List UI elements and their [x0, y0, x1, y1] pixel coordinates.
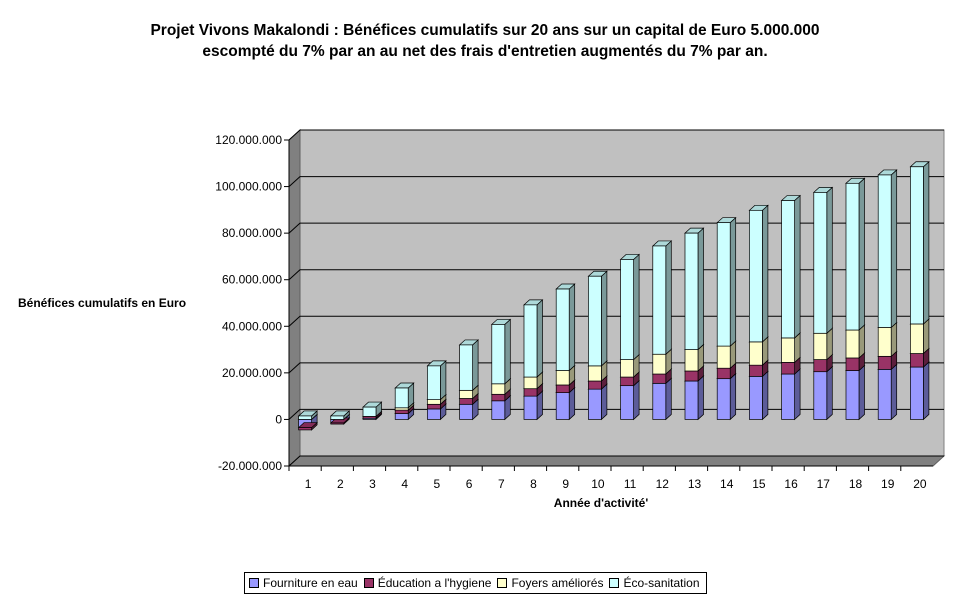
- bar-segment: [716, 372, 737, 421]
- bar-segment: [651, 240, 673, 356]
- x-tick-label: 4: [401, 477, 408, 491]
- bar-segment: [877, 169, 898, 329]
- legend-label: Fourniture en eau: [263, 576, 358, 590]
- bar-segment: [458, 339, 480, 392]
- x-tick-label: 7: [498, 477, 505, 491]
- x-tick-label: 3: [369, 477, 376, 491]
- y-tick-label: 100.000.000: [215, 180, 282, 194]
- chart-title-line-1: Projet Vivons Makalondi : Bénéfices cumu…: [150, 22, 820, 39]
- y-tick-label: -20.000.000: [218, 459, 282, 473]
- gridline: [288, 455, 944, 467]
- floor: [287, 455, 946, 467]
- x-axis-label: Année d'activité': [553, 496, 649, 510]
- x-tick-label: 19: [881, 477, 895, 491]
- bar-segment: [297, 410, 319, 421]
- x-tick-label: 13: [688, 477, 702, 491]
- y-tick-label: 120.000.000: [215, 133, 282, 147]
- gridline: [288, 129, 944, 141]
- x-tick-label: 9: [562, 477, 569, 491]
- bar-segment: [812, 365, 834, 421]
- legend-swatch: [363, 578, 374, 588]
- bar-segment: [394, 382, 415, 409]
- bar-segment: [587, 270, 608, 367]
- legend-label: Foyers améliorés: [511, 576, 604, 590]
- bar-segment: [684, 375, 705, 421]
- x-tick-label: 10: [591, 477, 605, 491]
- y-tick-label: 40.000.000: [222, 319, 282, 333]
- y-axis-ticks: 120.000.000 100.000.000 80.000.000 60.000.0…: [215, 133, 290, 473]
- bar-segment: [877, 363, 898, 421]
- legend-swatch: [497, 578, 508, 588]
- bar-segment: [780, 368, 802, 421]
- chart-title: Projet Vivons Makalondi : Bénéfices cumu…: [0, 20, 970, 62]
- bar-segment: [812, 186, 834, 335]
- x-tick-label: 5: [434, 477, 441, 491]
- legend-label: Éducation a l'hygiene: [377, 576, 492, 590]
- y-axis-label: Bénéfices cumulatifs en Euro: [18, 296, 187, 310]
- legend-item-education: Éducation a l'hygiene: [363, 576, 492, 590]
- legend-item-foyers: Foyers améliorés: [497, 576, 603, 590]
- bar-segment: [909, 160, 930, 325]
- x-tick-label: 8: [530, 477, 537, 491]
- x-tick-label: 6: [466, 477, 473, 491]
- bar-segment: [523, 299, 544, 378]
- bar-segment: [748, 370, 769, 421]
- bar-segment: [651, 377, 673, 421]
- bar-segment: [716, 216, 737, 347]
- legend-label: Éco-sanitation: [623, 576, 700, 590]
- y-tick-label: 0: [275, 412, 282, 426]
- legend: Fourniture en eau Éducation a l'hygiene …: [244, 572, 707, 594]
- bars-layer: [297, 160, 930, 431]
- legend-swatch: [249, 578, 259, 588]
- x-tick-label: 12: [656, 477, 670, 491]
- bar-segment: [490, 318, 512, 385]
- legend-swatch: [609, 578, 620, 588]
- bar-segment: [426, 360, 447, 401]
- bar-segment: [329, 410, 351, 421]
- x-tick-label: 15: [752, 477, 766, 491]
- legend-item-eco: Éco-sanitation: [609, 576, 700, 590]
- x-tick-label: 14: [720, 477, 734, 491]
- bar-segment: [297, 421, 319, 431]
- bar-segment: [684, 227, 705, 351]
- x-tick-label: 11: [624, 477, 637, 491]
- x-tick-label: 20: [913, 477, 927, 491]
- bar-segment: [780, 194, 802, 339]
- bar-segment: [362, 401, 383, 418]
- y-tick-label: 60.000.000: [222, 273, 282, 287]
- x-tick-label: 18: [849, 477, 863, 491]
- x-tick-label: 2: [337, 477, 344, 491]
- x-axis-ticks: 1 2 3 4 5 6 7 8 9 10 11 12 13 14 15 16 17 18 19 20: [288, 465, 933, 491]
- y-tick-label: 80.000.000: [222, 226, 282, 240]
- bar-segment: [748, 204, 769, 343]
- bar-segment: [555, 283, 576, 372]
- bar-segment: [619, 253, 641, 361]
- x-tick-label: 1: [305, 477, 312, 491]
- y-tick-label: 20.000.000: [222, 366, 282, 380]
- bar-segment: [909, 361, 930, 421]
- x-tick-label: 16: [784, 477, 798, 491]
- bar-segment: [845, 364, 866, 421]
- x-tick-label: 17: [817, 477, 831, 491]
- bar-segment: [619, 379, 641, 421]
- legend-item-fourniture: Fourniture en eau: [249, 576, 358, 590]
- chart-title-line-2: escompté du 7% par an au net des frais d…: [202, 43, 768, 60]
- bar-segment: [845, 177, 866, 331]
- gridline: [288, 176, 944, 187]
